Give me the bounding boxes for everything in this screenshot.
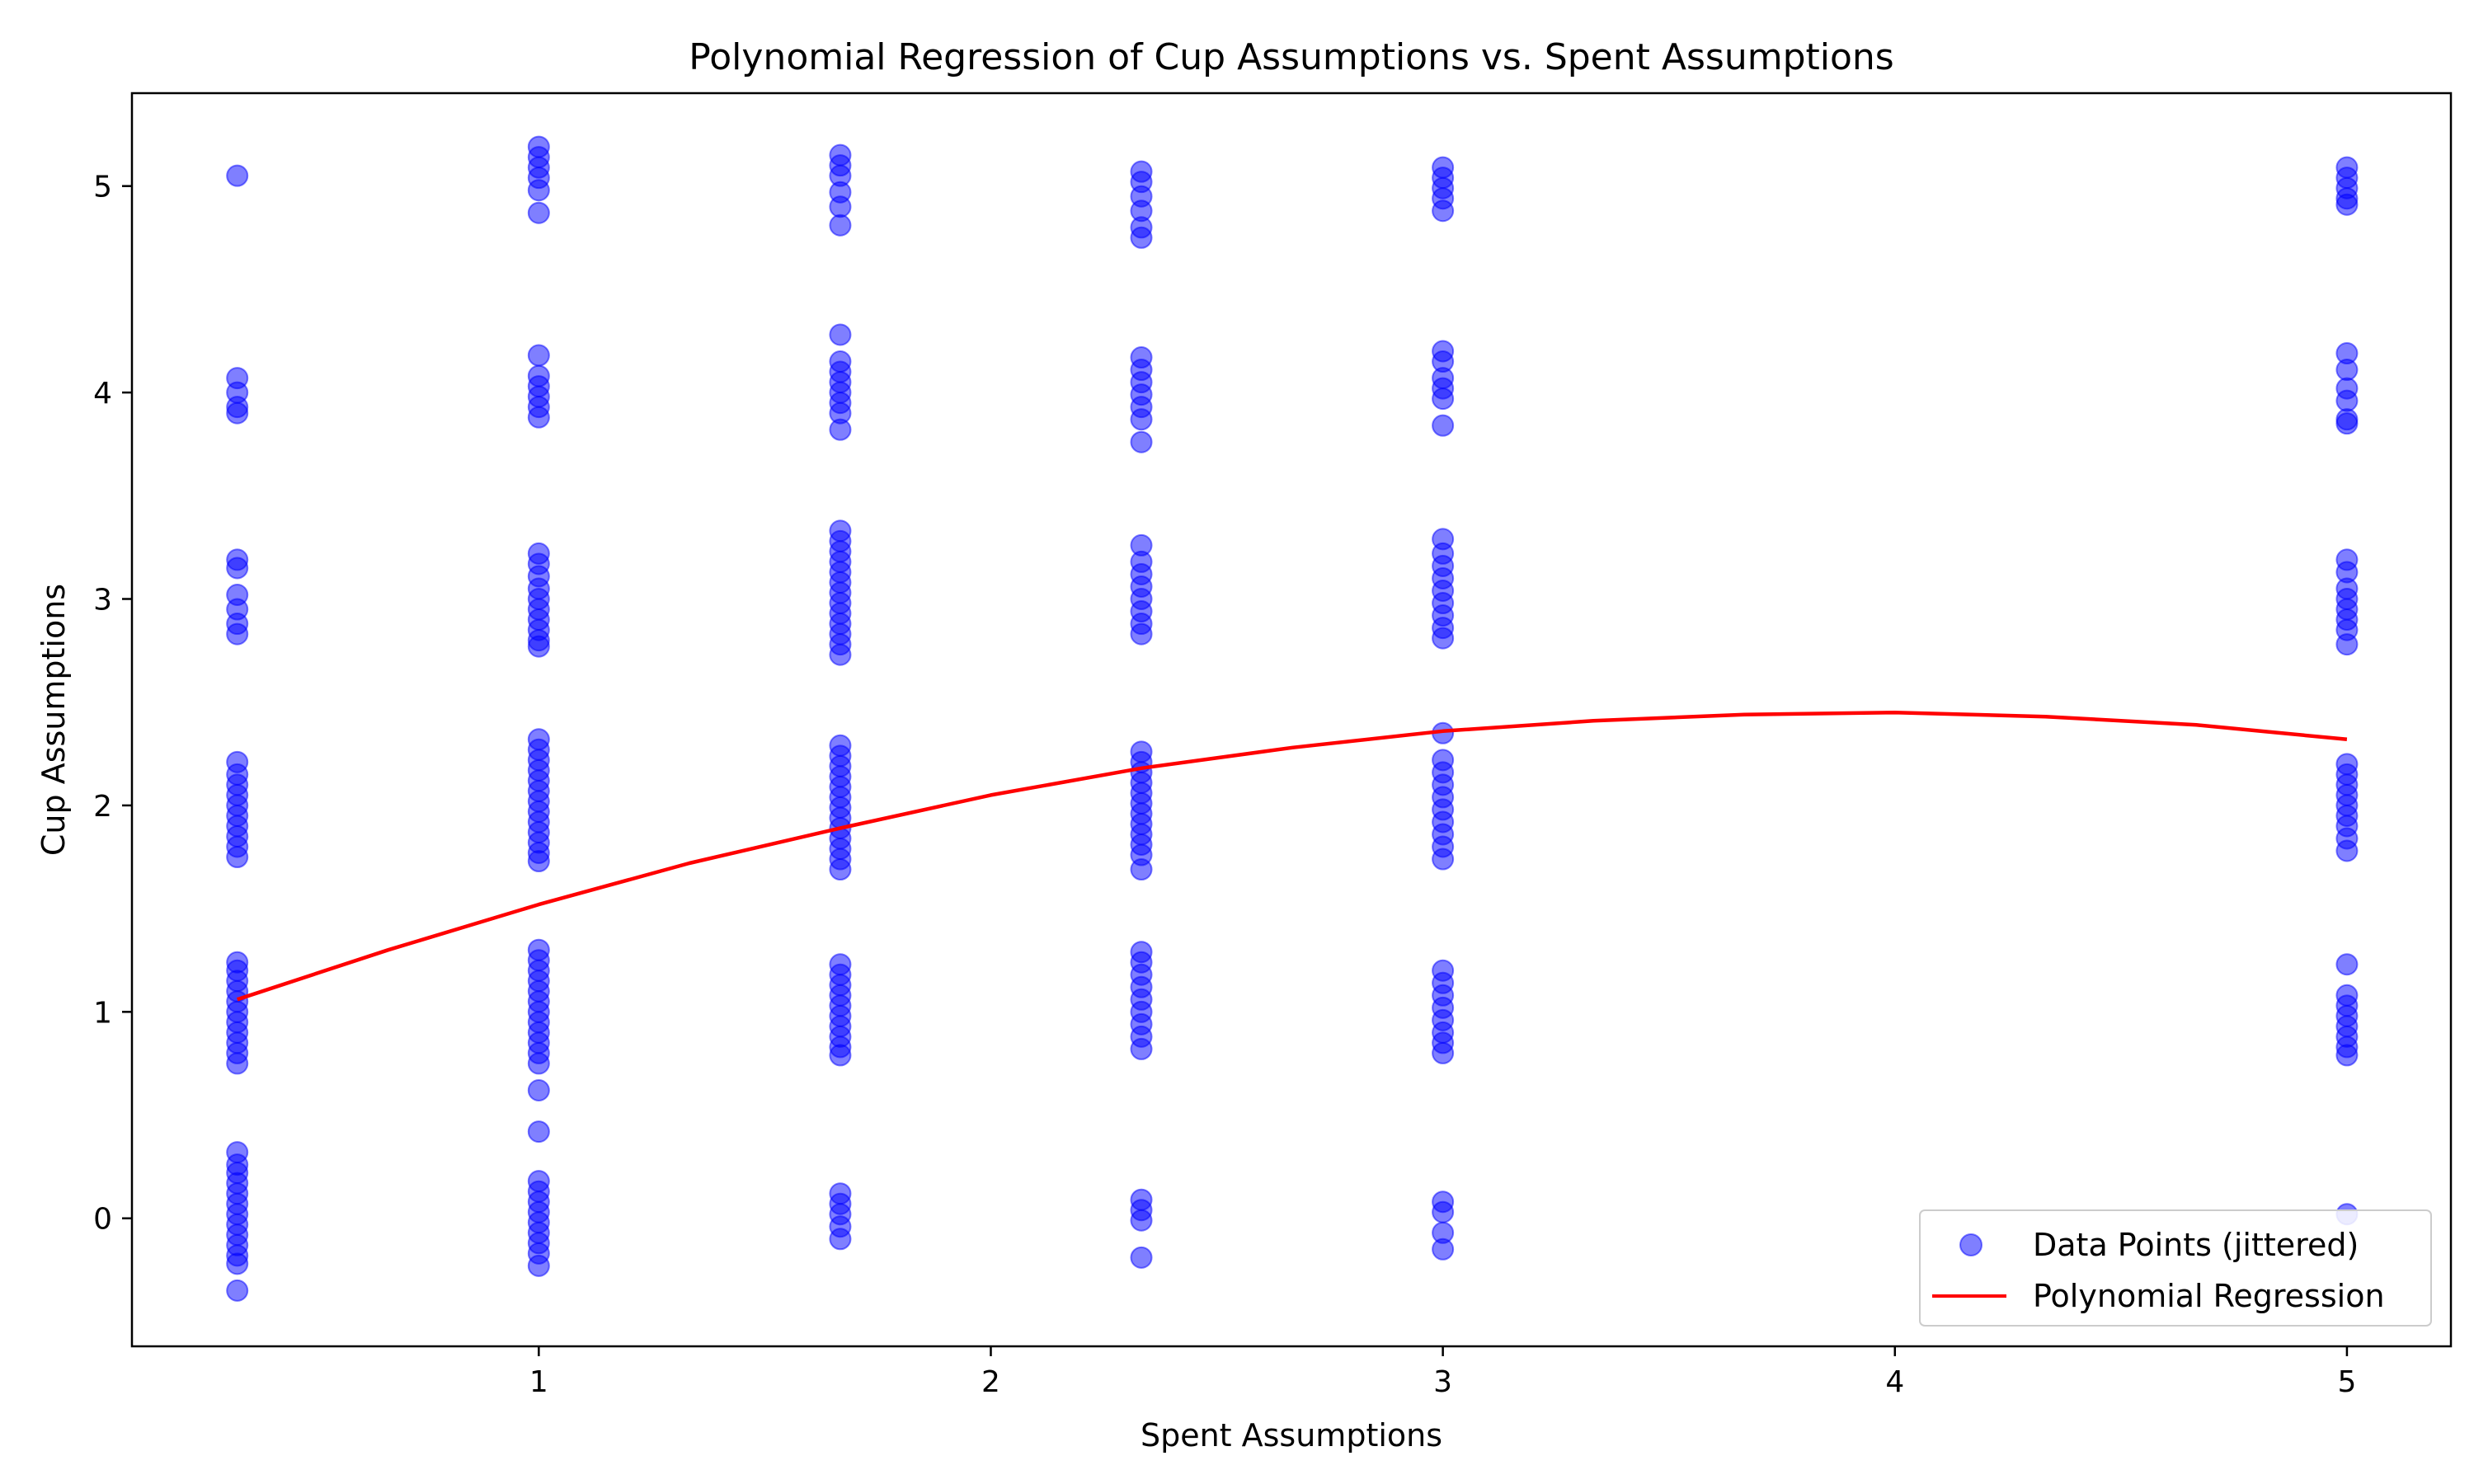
data-point-0 xyxy=(226,164,249,187)
x-tick-label-4: 5 xyxy=(2337,1365,2356,1399)
data-point-264 xyxy=(2335,633,2359,656)
data-point-56 xyxy=(527,406,550,429)
data-point-152 xyxy=(829,1044,852,1067)
x-tick-label-1: 2 xyxy=(981,1365,1000,1399)
data-point-223 xyxy=(1432,627,1455,650)
y-tick-label-3: 3 xyxy=(93,584,112,618)
data-point-170 xyxy=(1130,430,1153,453)
data-point-241 xyxy=(1432,1041,1455,1064)
data-point-245 xyxy=(1432,1237,1455,1261)
data-point-203 xyxy=(1130,1246,1153,1269)
plot-area xyxy=(130,92,2453,1348)
data-point-252 xyxy=(2335,359,2359,382)
data-point-44 xyxy=(226,1279,249,1302)
data-point-273 xyxy=(2335,839,2359,862)
legend-label-scatter: Data Points (jittered) xyxy=(2033,1227,2359,1263)
data-point-66 xyxy=(527,635,550,658)
data-point-256 xyxy=(2335,412,2359,435)
data-point-20 xyxy=(226,846,249,869)
data-point-254 xyxy=(2335,389,2359,412)
regression-line xyxy=(236,710,2348,1002)
data-point-208 xyxy=(1432,200,1455,223)
y-tick-label-2: 2 xyxy=(93,790,112,824)
regression-series xyxy=(236,710,2348,1002)
data-point-199 xyxy=(1130,1037,1153,1060)
data-point-202 xyxy=(1130,1209,1153,1232)
data-point-250 xyxy=(2335,193,2359,216)
y-tick-label-0: 0 xyxy=(93,1203,112,1237)
data-point-79 xyxy=(527,850,550,873)
x-tick-label-3: 4 xyxy=(1885,1365,1904,1399)
legend-frame xyxy=(1919,1209,2432,1327)
x-axis: 1 2 3 4 5 xyxy=(529,1346,2356,1399)
data-point-6 xyxy=(226,556,249,580)
data-point-157 xyxy=(829,1228,852,1251)
y-tick-label-1: 1 xyxy=(93,996,112,1030)
legend: Data Points (jittered) Polynomial Regres… xyxy=(1919,1209,2432,1327)
data-point-178 xyxy=(1130,622,1153,646)
data-point-109 xyxy=(829,323,852,346)
legend-marker-scatter xyxy=(1959,1233,1982,1256)
data-point-49 xyxy=(527,179,550,202)
y-axis: 0 1 2 3 4 5 xyxy=(93,171,132,1237)
data-point-281 xyxy=(2335,1044,2359,1067)
data-point-108 xyxy=(829,214,852,237)
data-point-102 xyxy=(527,1254,550,1277)
data-point-274 xyxy=(2335,953,2359,976)
data-point-91 xyxy=(527,1052,550,1075)
plot-frame xyxy=(130,92,2453,1348)
data-point-213 xyxy=(1432,387,1455,411)
y-axis-label: Cup Assumptions xyxy=(35,584,72,856)
data-point-233 xyxy=(1432,848,1455,871)
data-point-10 xyxy=(226,622,249,646)
data-point-51 xyxy=(527,344,550,367)
data-point-169 xyxy=(1130,408,1153,431)
data-point-116 xyxy=(829,418,852,441)
y-tick-label-5: 5 xyxy=(93,171,112,204)
data-point-163 xyxy=(1130,226,1153,249)
data-point-93 xyxy=(527,1120,550,1144)
y-tick-label-4: 4 xyxy=(93,377,112,411)
data-point-31 xyxy=(226,1052,249,1075)
x-tick-label-2: 3 xyxy=(1433,1365,1452,1399)
data-point-43 xyxy=(226,1252,249,1275)
scatter-series xyxy=(226,135,2359,1302)
x-axis-label: Spent Assumptions xyxy=(1141,1417,1442,1453)
data-point-243 xyxy=(1432,1200,1455,1223)
data-point-129 xyxy=(829,643,852,666)
data-point-190 xyxy=(1130,858,1153,881)
data-point-214 xyxy=(1432,414,1455,437)
data-point-4 xyxy=(226,402,249,425)
legend-label-line: Polynomial Regression xyxy=(2033,1278,2385,1314)
data-point-142 xyxy=(829,858,852,881)
x-tick-label-0: 1 xyxy=(529,1365,548,1399)
data-point-50 xyxy=(527,201,550,224)
chart-title: Polynomial Regression of Cup Assumptions… xyxy=(689,36,1893,78)
data-point-92 xyxy=(527,1078,550,1101)
data-point-107 xyxy=(829,195,852,218)
